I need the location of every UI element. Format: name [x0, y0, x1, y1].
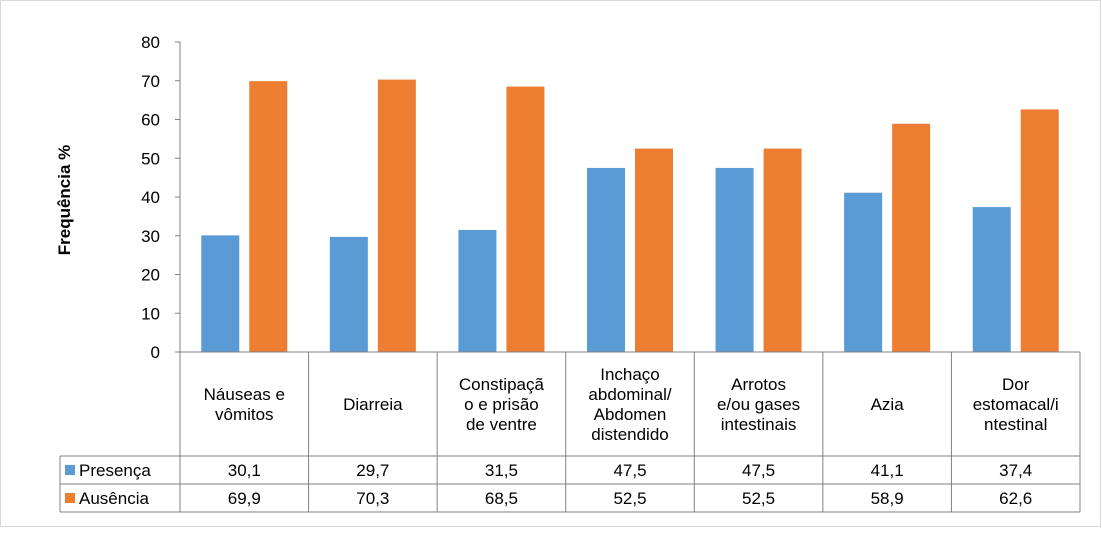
data-label: 29,7 — [356, 461, 389, 480]
y-tick-label: 70 — [141, 72, 160, 91]
bar-ausencia — [763, 148, 802, 352]
legend-key-presenca — [65, 465, 75, 475]
category-label: Dor estomacal/i ntestinal — [973, 375, 1059, 434]
bar-ausencia — [377, 79, 416, 353]
y-tick-label: 0 — [151, 343, 160, 362]
category-label: Inchaço abdominal/Abdomen distendido — [588, 365, 671, 444]
y-axis: 0 10 20 30 40 50 60 70 80 — [141, 33, 181, 362]
y-tick-label: 50 — [141, 149, 160, 168]
y-tick-label: 80 — [141, 33, 160, 52]
y-tick-label: 60 — [141, 111, 160, 130]
bar-presenca — [458, 229, 497, 352]
data-label: 41,1 — [871, 461, 904, 480]
data-label: 58,9 — [871, 489, 904, 508]
data-label: 62,6 — [999, 489, 1032, 508]
category-label: Arrotos e/ou gases intestinais — [717, 375, 800, 434]
data-label: 47,5 — [742, 461, 775, 480]
data-label: 31,5 — [485, 461, 518, 480]
legend-label: Presença — [79, 461, 151, 480]
y-tick-label: 20 — [141, 266, 160, 285]
bar-presenca — [844, 192, 883, 352]
legend-label: Ausência — [79, 489, 149, 508]
bar-presenca — [972, 207, 1011, 352]
y-axis-title: Frequência % — [55, 145, 74, 256]
data-label: 52,5 — [742, 489, 775, 508]
bar-ausencia — [892, 123, 931, 352]
bar-ausencia — [1020, 109, 1059, 352]
y-tick-label: 10 — [141, 304, 160, 323]
bar-presenca — [329, 236, 368, 352]
data-label: 52,5 — [613, 489, 646, 508]
category-label: Náuseas e vômitos — [204, 385, 285, 424]
category-label: Diarreia — [343, 395, 403, 414]
y-tick-label: 40 — [141, 188, 160, 207]
bars — [201, 79, 1059, 353]
bar-ausencia — [506, 86, 545, 352]
data-label: 68,5 — [485, 489, 518, 508]
data-label: 69,9 — [228, 489, 261, 508]
bar-presenca — [587, 167, 625, 352]
data-label: 30,1 — [228, 461, 261, 480]
y-tick-label: 30 — [141, 227, 160, 246]
bar-presenca — [715, 167, 754, 352]
data-label: 47,5 — [613, 461, 646, 480]
legend-key-ausencia — [65, 493, 75, 503]
bar-presenca — [201, 235, 240, 352]
data-label: 70,3 — [356, 489, 389, 508]
category-label: Constipaçã o e prisão de ventre — [459, 375, 545, 434]
bar-ausencia — [635, 148, 673, 352]
category-label: Azia — [871, 395, 905, 414]
data-label: 37,4 — [999, 461, 1032, 480]
data-table: Náuseas e vômitos Diarreia Constipaçã o e pr… — [59, 351, 1081, 513]
bar-ausencia — [249, 81, 288, 352]
